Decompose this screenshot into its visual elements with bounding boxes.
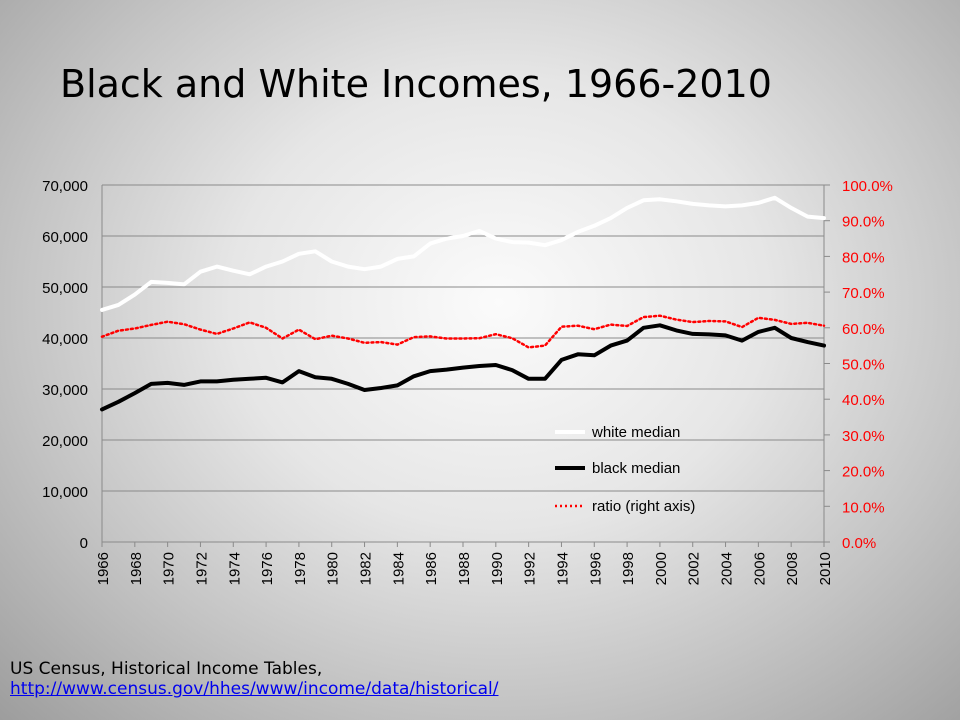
x-tick-label: 2006	[751, 552, 768, 585]
slide-title: Black and White Incomes, 1966-2010	[60, 62, 772, 106]
x-tick-label: 2002	[686, 552, 703, 585]
y-right-tick-label: 50.0%	[842, 357, 885, 374]
y-right-tick-label: 20.0%	[842, 464, 885, 481]
source-link[interactable]: http://www.census.gov/hhes/www/income/da…	[10, 679, 499, 699]
y-right-tick-label: 100.0%	[842, 178, 893, 195]
x-tick-label: 1970	[161, 552, 178, 585]
y-left-tick-label: 0	[80, 535, 88, 552]
source-note: US Census, Historical Income Tables, htt…	[10, 659, 498, 699]
y-right-tick-label: 40.0%	[842, 392, 885, 409]
x-tick-label: 2010	[817, 552, 834, 585]
series-line-ratio	[100, 314, 826, 349]
x-tick-label: 1984	[390, 552, 407, 585]
x-tick-label: 1976	[259, 552, 276, 585]
x-tick-label: 1994	[554, 552, 571, 585]
y-left-tick-label: 40,000	[42, 331, 88, 348]
x-tick-label: 1996	[587, 552, 604, 585]
y-left-tick-label: 30,000	[42, 382, 88, 399]
y-right-tick-label: 10.0%	[842, 499, 885, 516]
y-left-tick-label: 10,000	[42, 484, 88, 501]
y-right-tick-label: 90.0%	[842, 214, 885, 231]
legend-label: black median	[592, 460, 680, 477]
x-tick-label: 1978	[292, 552, 309, 585]
x-tick-label: 1982	[358, 552, 375, 585]
x-tick-label: 2004	[719, 552, 736, 585]
x-tick-label: 1966	[95, 552, 112, 585]
x-tick-label: 1990	[489, 552, 506, 585]
source-text: US Census, Historical Income Tables,	[10, 659, 323, 679]
y-right-tick-label: 0.0%	[842, 535, 876, 552]
x-tick-label: 2008	[784, 552, 801, 585]
x-tick-label: 1986	[423, 552, 440, 585]
x-tick-label: 2000	[653, 552, 670, 585]
x-tick-label: 1980	[325, 552, 342, 585]
y-left-tick-label: 70,000	[42, 178, 88, 195]
y-left-tick-label: 50,000	[42, 280, 88, 297]
y-right-tick-label: 80.0%	[842, 249, 885, 266]
x-tick-label: 1992	[522, 552, 539, 585]
legend-label: ratio (right axis)	[592, 498, 695, 515]
y-left-tick-label: 20,000	[42, 433, 88, 450]
y-right-tick-label: 60.0%	[842, 321, 885, 338]
y-right-tick-label: 70.0%	[842, 285, 885, 302]
x-tick-label: 1974	[226, 552, 243, 585]
x-tick-label: 1968	[128, 552, 145, 585]
series-line-white	[100, 195, 826, 312]
y-left-tick-label: 60,000	[42, 229, 88, 246]
x-tick-label: 1972	[193, 552, 210, 585]
x-tick-label: 1998	[620, 552, 637, 585]
series-line-black	[100, 323, 826, 412]
y-right-tick-label: 30.0%	[842, 428, 885, 445]
legend-label: white median	[591, 424, 680, 441]
x-tick-label: 1988	[456, 552, 473, 585]
